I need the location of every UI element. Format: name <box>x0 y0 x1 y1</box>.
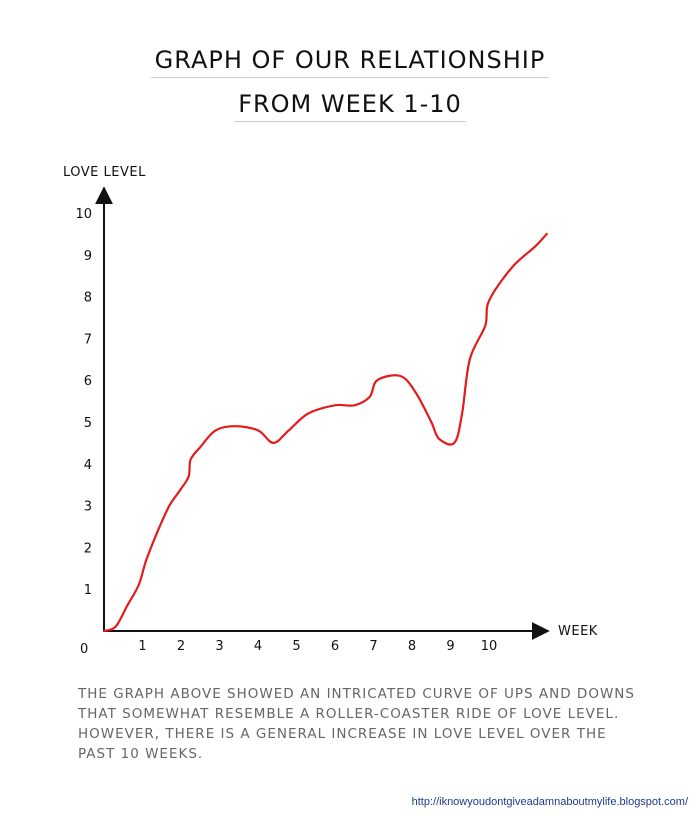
x-tick-label: 3 <box>215 639 223 654</box>
x-tick-label: 7 <box>369 639 377 654</box>
x-tick-label: 2 <box>177 639 185 654</box>
source-url[interactable]: http://iknowyoudontgiveadamnaboutmylife.… <box>411 796 688 808</box>
origin-label: 0 <box>80 642 88 657</box>
chart-caption: The graph above showed an intricated cur… <box>78 686 635 762</box>
y-tick-label: 5 <box>84 416 92 431</box>
x-tick-label: 1 <box>138 639 146 654</box>
y-tick-label: 1 <box>84 583 92 598</box>
y-tick-label: 9 <box>84 249 92 264</box>
y-tick-label: 4 <box>84 458 92 473</box>
x-axis-label: WEEK <box>558 624 598 639</box>
x-tick-label: 6 <box>331 639 339 654</box>
chart-title-text: GRAPH OF OUR RELATIONSHIP <box>150 46 550 78</box>
y-tick-label: 7 <box>84 332 92 347</box>
x-tick-label: 4 <box>254 639 262 654</box>
chart-subtitle: FROM WEEK 1-10 <box>0 90 700 122</box>
tick-labels: 1 2 3 4 5 6 7 8 9 10 1 2 3 4 5 6 7 8 9 10 <box>75 207 497 654</box>
chart-subtitle-text: FROM WEEK 1-10 <box>234 90 466 122</box>
y-tick-label: 3 <box>84 500 92 515</box>
y-axis-label: LOVE LEVEL <box>63 165 146 180</box>
y-tick-label: 10 <box>75 207 92 222</box>
axes <box>95 186 550 640</box>
series-line <box>102 232 548 633</box>
y-tick-label: 6 <box>84 374 92 389</box>
chart-title: GRAPH OF OUR RELATIONSHIP <box>0 46 700 78</box>
x-tick-label: 5 <box>292 639 300 654</box>
y-tick-label: 2 <box>84 541 92 556</box>
series <box>102 232 548 633</box>
x-tick-label: 8 <box>408 639 416 654</box>
x-tick-label: 9 <box>446 639 454 654</box>
x-tick-label: 10 <box>481 639 498 654</box>
y-tick-label: 8 <box>84 291 92 306</box>
